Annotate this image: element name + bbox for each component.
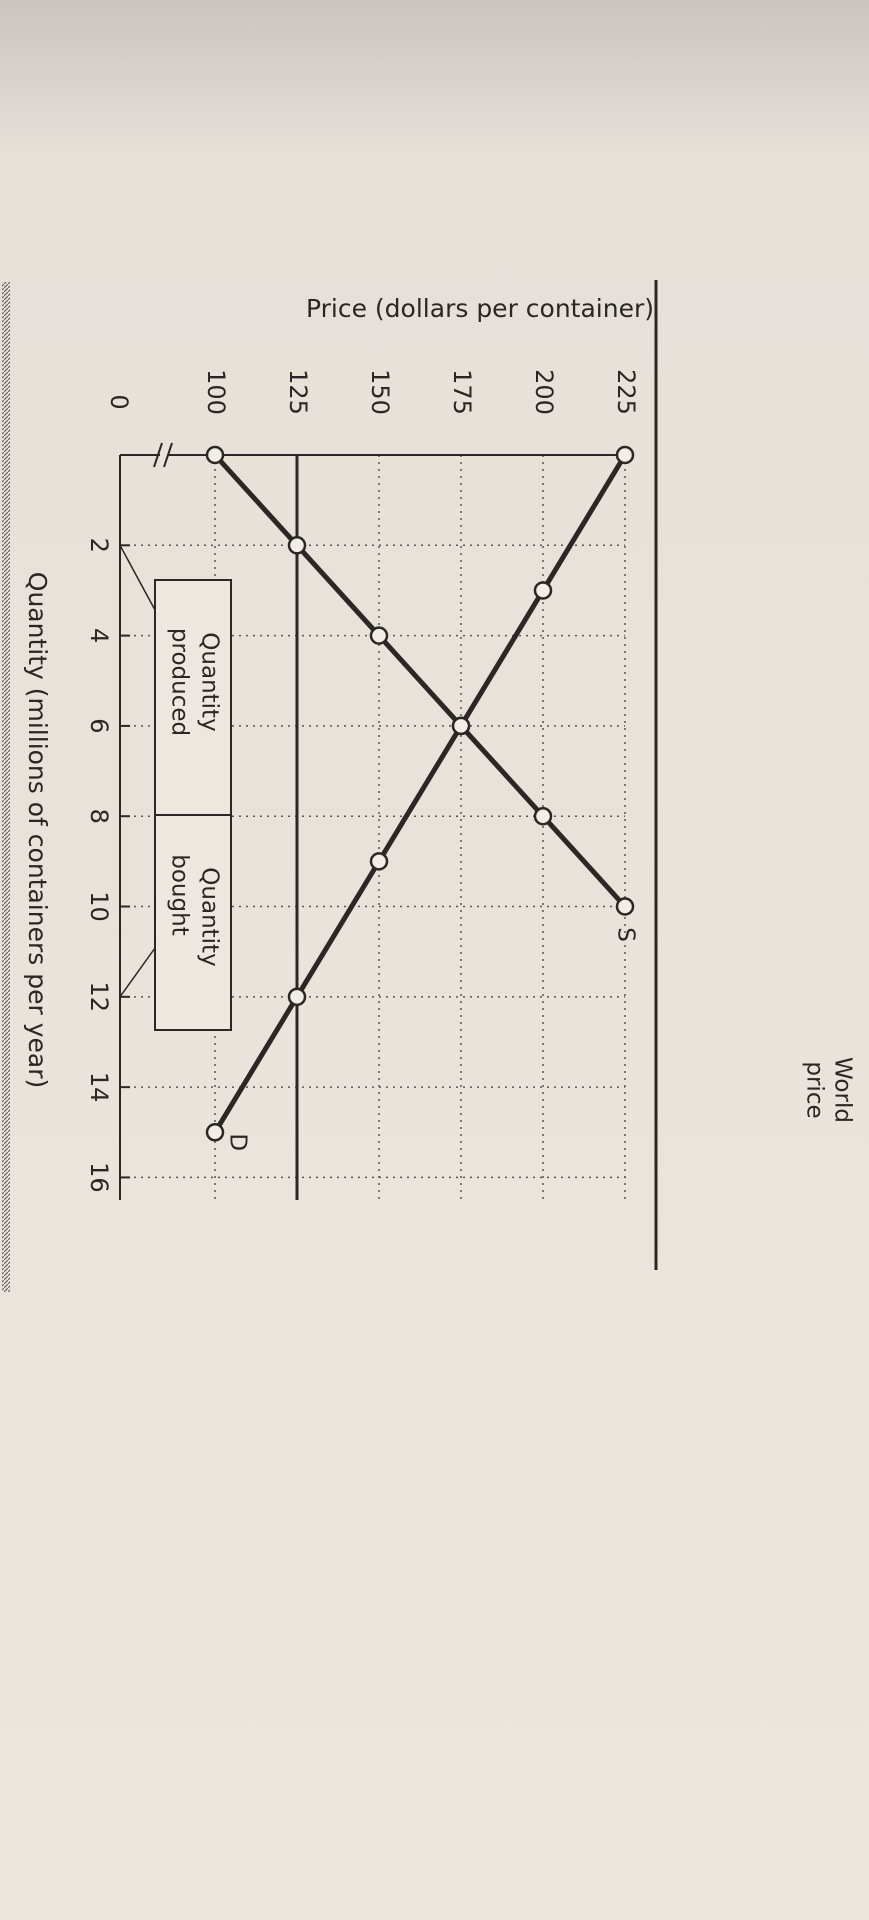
- y-tick-label: 200: [530, 369, 558, 415]
- x-tick-label: 8: [85, 809, 113, 824]
- leader-line: [119, 947, 156, 998]
- world-price-label: price: [802, 1061, 828, 1118]
- annotation-box: [154, 579, 232, 831]
- x-tick-label: 14: [85, 1072, 113, 1103]
- x-tick-label: 4: [85, 628, 113, 643]
- annotation-text: Quantity: [197, 867, 223, 966]
- annotation-text: produced: [167, 628, 193, 736]
- y-tick-label: 100: [202, 369, 230, 415]
- axis-break: [163, 442, 173, 468]
- point: [369, 626, 389, 645]
- curve: [212, 453, 628, 1134]
- point: [369, 852, 389, 871]
- point: [287, 536, 307, 555]
- axis-break: [153, 442, 163, 468]
- y-axis-title: Price (dollars per container): [306, 294, 654, 323]
- axis-break-gap: [160, 443, 168, 467]
- point: [205, 1123, 225, 1142]
- annotation-text: Quantity: [197, 632, 223, 731]
- y-tick-label: 175: [448, 369, 476, 415]
- y-tick-label: 150: [366, 369, 394, 415]
- point: [533, 806, 553, 826]
- leader-line: [119, 544, 156, 611]
- series-label: D: [225, 1133, 251, 1151]
- point: [533, 581, 553, 600]
- x-tick-label: 10: [85, 891, 113, 922]
- hatched-rule: [2, 282, 10, 1292]
- point: [615, 897, 635, 916]
- annotation-box: [154, 814, 232, 1031]
- y-tick-label: 225: [612, 369, 640, 415]
- annotation-text: bought: [167, 854, 193, 935]
- x-tick-label: 16: [85, 1162, 113, 1193]
- point: [615, 445, 635, 465]
- world-price-label: World: [830, 1057, 856, 1123]
- point: [451, 716, 471, 736]
- point: [205, 445, 225, 465]
- x-tick-label: 6: [85, 718, 113, 733]
- series-label: S: [613, 927, 639, 942]
- x-axis-title: Quantity (millions of containers per yea…: [23, 572, 52, 1088]
- origin-label: 0: [105, 394, 133, 409]
- y-tick-label: 125: [284, 369, 312, 415]
- x-tick-label: 2: [85, 538, 113, 553]
- point: [287, 987, 307, 1007]
- curve: [213, 453, 627, 909]
- plot: 100 125 150 175 200 225 2 4 6 8 10 12 14 16 Worldprice…: [85, 369, 856, 1200]
- x-tick-label: 12: [85, 982, 113, 1013]
